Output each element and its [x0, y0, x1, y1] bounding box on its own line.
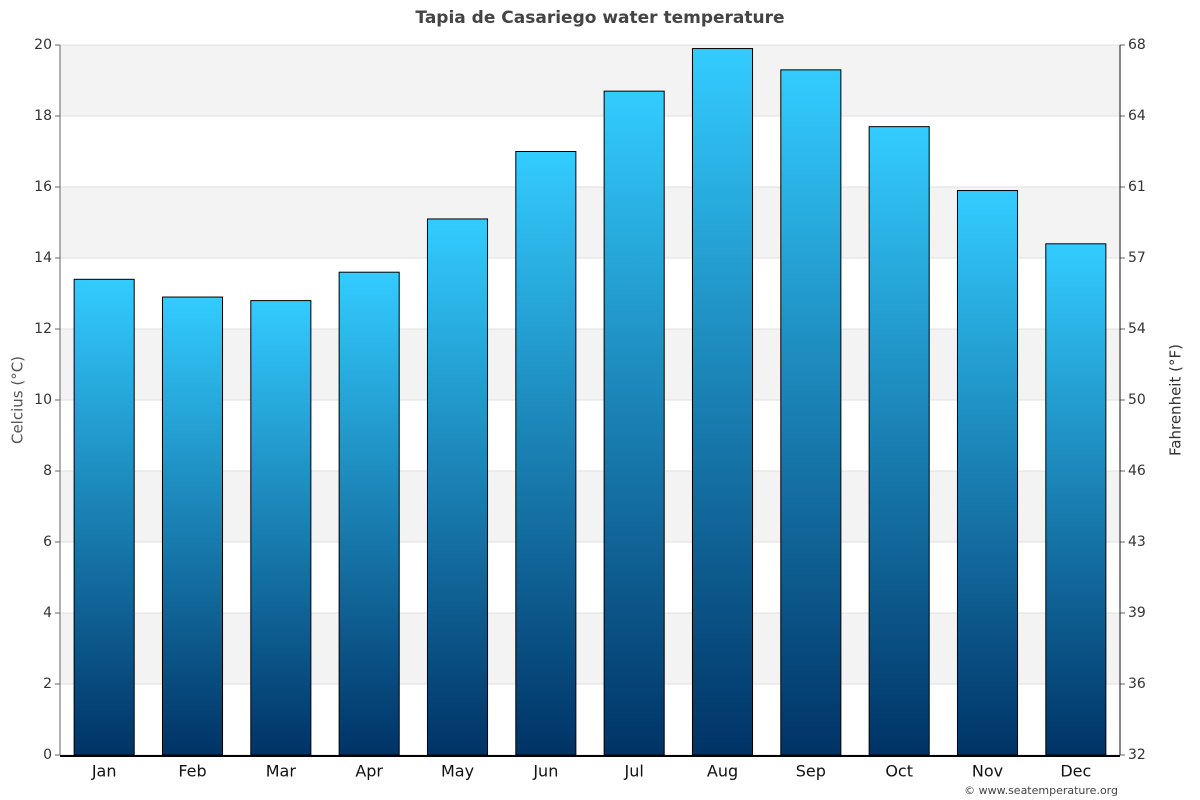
y2-tick-label: 36 [1128, 676, 1146, 692]
grid-band [60, 45, 1120, 116]
y2-tick-label: 46 [1128, 463, 1146, 479]
x-tick-label: May [441, 762, 474, 781]
x-tick-label: Feb [178, 762, 206, 781]
y-tick-label: 12 [34, 321, 52, 337]
grid-band [60, 684, 1120, 755]
y-tick-label: 20 [34, 37, 52, 53]
x-tick-label: Aug [707, 762, 738, 781]
bar [691, 48, 754, 756]
x-tick-label: Jun [532, 762, 558, 781]
grid-band [60, 613, 1120, 684]
grid-band [60, 542, 1120, 613]
y-tick-label: 6 [43, 534, 52, 550]
grid-band [60, 116, 1120, 187]
y2-tick-label: 57 [1128, 250, 1146, 266]
bar [338, 271, 400, 756]
y-tick-label: 0 [43, 747, 52, 763]
y2-tick-label: 39 [1128, 605, 1146, 621]
y2-tick-label: 54 [1128, 321, 1146, 337]
y-tick-label: 2 [43, 676, 52, 692]
x-tick-label: Jan [91, 762, 117, 781]
bar [426, 218, 489, 756]
bar [73, 278, 135, 756]
credit: © www.seatemperature.org [964, 784, 1118, 797]
y2-tick-label: 68 [1128, 37, 1146, 53]
grid-band [60, 258, 1120, 329]
y2-tick-label: 43 [1128, 534, 1146, 550]
x-tick-label: Sep [796, 762, 826, 781]
y-tick-label: 14 [34, 250, 52, 266]
grid-band [60, 329, 1120, 400]
y2-tick-label: 61 [1128, 179, 1146, 195]
bar [956, 190, 1019, 756]
bar [250, 300, 312, 756]
x-tick-label: Dec [1060, 762, 1091, 781]
bar [515, 151, 577, 756]
chart-title: Tapia de Casariego water temperature [415, 8, 784, 28]
y-tick-label: 16 [34, 179, 52, 195]
y2-tick-label: 32 [1128, 747, 1146, 763]
grid-band [60, 471, 1120, 542]
y2-axis-label: Fahrenheit (°F) [1167, 344, 1185, 456]
x-tick-label: Apr [355, 762, 383, 781]
bar [780, 69, 842, 756]
y-tick-label: 10 [34, 392, 52, 408]
y-axis-label: Celcius (°C) [9, 356, 27, 444]
x-tick-label: Oct [885, 762, 913, 781]
grid-band [60, 187, 1120, 258]
y-tick-label: 4 [43, 605, 52, 621]
y-tick-label: 18 [34, 108, 52, 124]
x-tick-label: Nov [972, 762, 1003, 781]
y2-tick-label: 64 [1128, 108, 1146, 124]
y2-tick-label: 50 [1128, 392, 1146, 408]
bar [868, 126, 930, 756]
bar [161, 296, 224, 756]
x-tick-label: Mar [266, 762, 297, 781]
x-tick-label: Jul [624, 762, 644, 781]
y-tick-label: 8 [43, 463, 52, 479]
bar [1045, 243, 1107, 756]
bar [603, 90, 665, 756]
grid-band [60, 400, 1120, 471]
